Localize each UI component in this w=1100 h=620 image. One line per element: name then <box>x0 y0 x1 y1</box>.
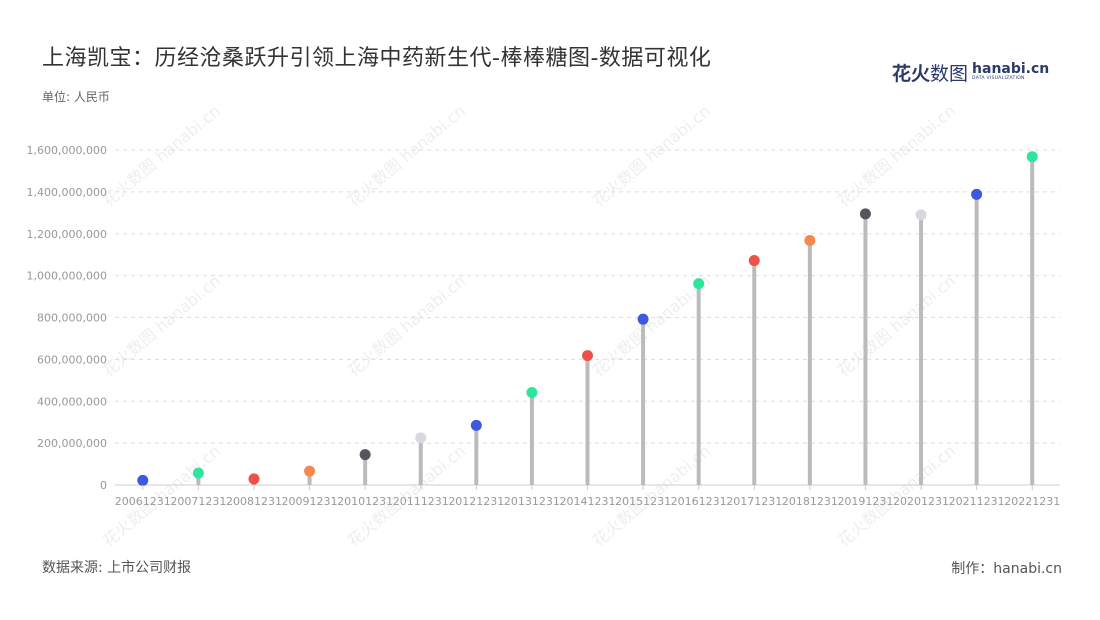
lollipop-dot[interactable] <box>359 449 371 461</box>
watermark-text: 花火数图 hanabi.cn <box>834 101 959 210</box>
logo-cn-bold: 花火 <box>892 62 931 85</box>
y-tick-label: 200,000,000 <box>37 437 107 450</box>
y-tick-label: 1,600,000,000 <box>27 144 107 157</box>
y-tick-label: 0 <box>100 479 107 492</box>
brand-logo[interactable]: 花火 数图 hanabi.cn DATA VISUALIZATION <box>892 58 1049 86</box>
unit-label: 单位: 人民币 <box>42 90 110 104</box>
watermark-layer: 花火数图 hanabi.cn 花火数图 hanabi.cn 花火数图 hanabi.… <box>99 101 959 550</box>
lollipop-dot[interactable] <box>693 278 705 290</box>
x-axis: 20061231 20071231 20081231 20091231 20101231… <box>115 485 1060 508</box>
logo-cn-light: 数图 <box>930 62 969 85</box>
lollipop-dot[interactable] <box>859 208 871 220</box>
lollipop-dot[interactable] <box>248 473 260 485</box>
x-tick-label: 20141231 <box>560 495 616 508</box>
y-tick-label: 1,000,000,000 <box>27 270 107 283</box>
lollipop-dot[interactable] <box>470 419 482 431</box>
lollipop-dot[interactable] <box>748 255 760 267</box>
x-tick-label: 20151231 <box>615 495 671 508</box>
watermark-text: 花火数图 hanabi.cn <box>344 271 469 380</box>
lollipop-dot[interactable] <box>1026 151 1038 163</box>
logo-en-main: hanabi.cn <box>972 61 1050 78</box>
watermark-text: 花火数图 hanabi.cn <box>589 101 714 210</box>
x-tick-label: 20061231 <box>115 495 171 508</box>
lollipop-dot[interactable] <box>137 474 149 486</box>
lollipop-dot[interactable] <box>637 313 649 325</box>
lollipop-dot[interactable] <box>971 188 983 200</box>
x-tick-label: 20211231 <box>949 495 1005 508</box>
x-tick-label: 20131231 <box>504 495 560 508</box>
watermark-text: 花火数图 hanabi.cn <box>344 101 469 210</box>
watermark-text: 花火数图 hanabi.cn <box>99 101 224 210</box>
x-tick-label: 20221231 <box>1004 495 1060 508</box>
logo-en: hanabi.cn DATA VISUALIZATION <box>972 62 1049 82</box>
lollipop-dot[interactable] <box>526 386 538 398</box>
y-tick-label: 1,400,000,000 <box>27 186 107 199</box>
lollipop-dot[interactable] <box>192 467 204 479</box>
logo-en-sub: DATA VISUALIZATION <box>972 76 1025 82</box>
lollipop-dot[interactable] <box>304 465 316 477</box>
lollipop-dot[interactable] <box>915 209 927 221</box>
watermark-text: 花火数图 hanabi.cn <box>99 271 224 380</box>
x-tick-label: 20201231 <box>893 495 949 508</box>
stems-layer <box>140 156 1035 485</box>
x-tick-label: 20191231 <box>837 495 893 508</box>
watermark-text: 花火数图 hanabi.cn <box>834 271 959 380</box>
lollipop-dot[interactable] <box>582 350 593 362</box>
y-tick-label: 1,200,000,000 <box>27 228 107 241</box>
x-tick-label: 20091231 <box>282 495 338 508</box>
lollipop-dot[interactable] <box>415 432 427 444</box>
x-tick-label: 20101231 <box>337 495 393 508</box>
y-tick-label: 800,000,000 <box>37 312 107 325</box>
y-tick-label: 400,000,000 <box>37 395 107 408</box>
y-axis: 0 200,000,000 400,000,000 600,000,000 800,00… <box>27 144 107 492</box>
y-tick-label: 600,000,000 <box>37 353 107 366</box>
data-source: 数据来源: 上市公司财报 <box>42 560 192 576</box>
dots-layer <box>137 151 1038 486</box>
x-tick-label: 20121231 <box>448 495 504 508</box>
lollipop-dot[interactable] <box>804 234 816 246</box>
credit-label: 制作：hanabi.cn <box>951 561 1062 577</box>
x-tick-label: 20111231 <box>393 495 449 508</box>
page-title: 上海凯宝：历经沧桑跃升引领上海中药新生代-棒棒糖图-数据可视化 <box>42 46 712 71</box>
x-tick-label: 20171231 <box>726 495 782 508</box>
x-tick-label: 20181231 <box>782 495 838 508</box>
x-tick-label: 20081231 <box>226 495 282 508</box>
x-tick-label: 20161231 <box>671 495 727 508</box>
x-tick-label: 20071231 <box>170 495 226 508</box>
